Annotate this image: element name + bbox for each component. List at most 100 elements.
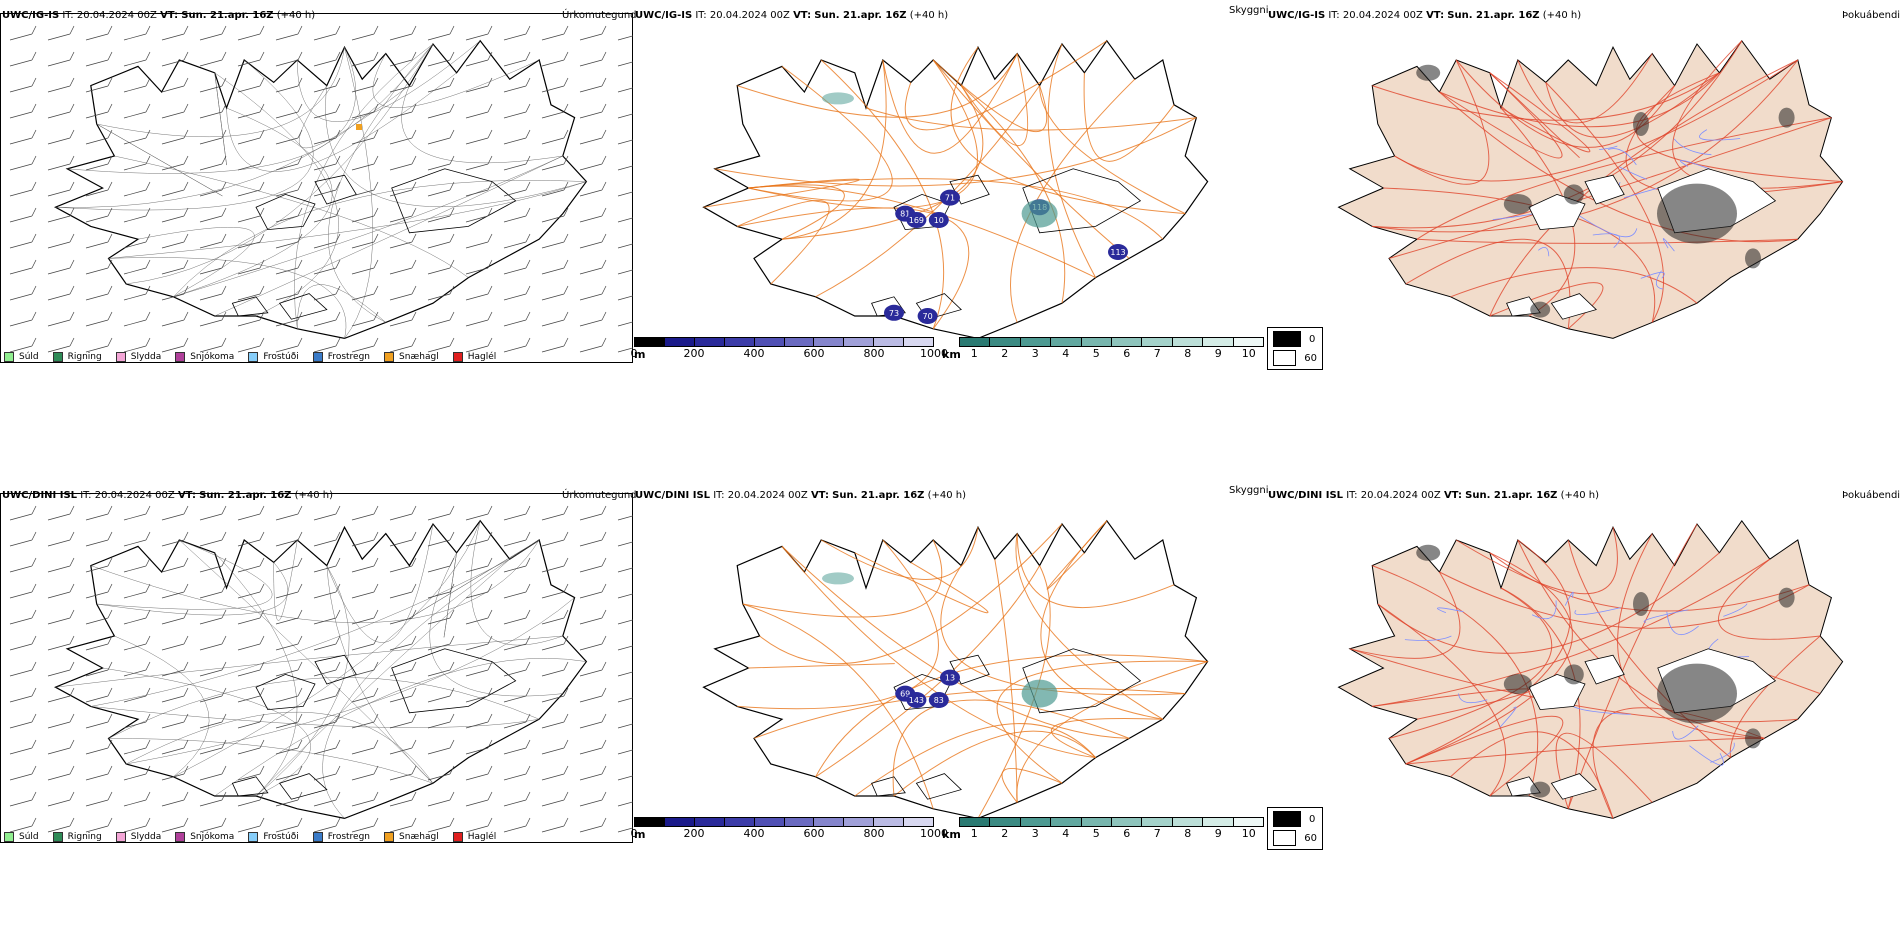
wind-barb — [541, 583, 569, 599]
wind-barb — [313, 713, 341, 729]
wind-barb — [9, 337, 37, 353]
wind-barb — [161, 51, 189, 67]
wind-barb — [275, 259, 303, 275]
legend-swatch — [4, 832, 14, 842]
wind-barb — [541, 635, 569, 651]
river-line — [1592, 233, 1620, 248]
wind-barb — [85, 583, 113, 599]
wind-barb — [123, 233, 151, 249]
wind-barb — [503, 583, 531, 599]
road-line — [273, 539, 298, 621]
wind-barb — [47, 129, 75, 145]
wind-barb — [123, 25, 151, 41]
wind-barb — [313, 337, 341, 353]
legend-item: Haglél — [452, 832, 496, 842]
cloud-base-label: 70 — [923, 312, 933, 321]
scale-tick: 7 — [1153, 827, 1161, 840]
precip-map — [9, 25, 633, 353]
wind-barb — [237, 337, 265, 353]
wind-barb — [47, 713, 75, 729]
fog-shade — [1416, 544, 1441, 561]
wind-barb — [351, 765, 379, 781]
wind-barb — [199, 337, 227, 353]
wind-barb — [351, 739, 379, 755]
wind-barb — [47, 103, 75, 119]
fog-shade — [1563, 184, 1584, 205]
wind-barb — [313, 609, 341, 625]
wind-barb — [123, 765, 151, 781]
visibility-patch — [822, 572, 854, 585]
glacier-outline — [391, 648, 517, 714]
cloud-base-label: 113 — [1110, 248, 1125, 257]
fog-key-row: 60 — [1273, 350, 1317, 366]
fog-key-swatch — [1273, 350, 1297, 366]
road-line — [90, 539, 540, 623]
wind-barb — [47, 77, 75, 93]
scale-tick: 1000 — [920, 827, 948, 840]
fog-shade — [1633, 112, 1649, 136]
legend-swatch — [52, 832, 63, 842]
wind-barb — [161, 25, 189, 41]
wind-barb — [47, 337, 75, 353]
fog-shade — [1657, 183, 1737, 244]
road-line — [994, 559, 1018, 803]
legend-label: Snæhagl — [399, 352, 439, 362]
model-name: UWC/IG-IS — [1268, 10, 1326, 21]
wind-barb — [465, 531, 493, 547]
scale-segment — [754, 818, 785, 826]
scale-tick: 800 — [863, 827, 885, 840]
wind-barb — [9, 155, 37, 171]
scale-tick: 600 — [803, 827, 825, 840]
lead-time: (+40 h) — [909, 10, 949, 21]
fog-shade — [1745, 248, 1761, 269]
cloud-title: Skyggni — [1229, 5, 1269, 16]
wind-barb — [465, 285, 493, 301]
wind-barb — [313, 233, 341, 249]
scale-segment — [874, 338, 905, 346]
cloud-base-label: 10 — [934, 216, 944, 225]
scale-segment — [724, 818, 755, 826]
wind-barb — [541, 713, 569, 729]
wind-barb — [541, 259, 569, 275]
wind-barb — [161, 661, 189, 677]
road-line — [372, 53, 540, 108]
wind-barb — [465, 557, 493, 573]
wind-barb — [579, 687, 607, 703]
legend-label: Súld — [19, 832, 39, 842]
road-line — [173, 520, 481, 778]
wind-barb — [123, 635, 151, 651]
valid-label: VT: — [793, 10, 812, 21]
valid-label: VT: — [1443, 490, 1462, 501]
wind-barb — [161, 259, 189, 275]
road-line — [932, 59, 1130, 259]
wind-barb — [541, 557, 569, 573]
valid-label: VT: — [810, 490, 829, 501]
wind-barb — [427, 181, 455, 197]
legend-swatch — [248, 352, 259, 362]
wind-barb — [275, 635, 303, 651]
scale-m-unit: m — [634, 828, 646, 841]
scale-tick: 200 — [683, 347, 705, 360]
valid-time: Sun. 21.apr. 16Z — [199, 490, 292, 501]
wind-barb — [351, 531, 379, 547]
init-time: IT: 20.04.2024 00Z — [62, 10, 157, 21]
wind-barb — [389, 739, 417, 755]
river-line — [1672, 725, 1699, 740]
wind-barb — [579, 51, 607, 67]
valid-label: VT: — [1426, 10, 1445, 21]
wind-barb — [199, 181, 227, 197]
legend-label: Frostúði — [263, 352, 299, 362]
river-line — [1699, 129, 1741, 141]
legend-item: Rigning — [52, 832, 102, 842]
wind-barb — [275, 25, 303, 41]
wind-barb — [199, 25, 227, 41]
wind-barb — [237, 311, 265, 327]
cloud-title: Skyggni — [1229, 485, 1269, 496]
wind-barb — [351, 687, 379, 703]
wind-barb — [427, 129, 455, 145]
wind-barb — [541, 311, 569, 327]
legend-swatch — [248, 832, 259, 842]
scale-tick: 7 — [1153, 347, 1161, 360]
glacier-outline — [278, 773, 328, 800]
wind-barb — [503, 687, 531, 703]
